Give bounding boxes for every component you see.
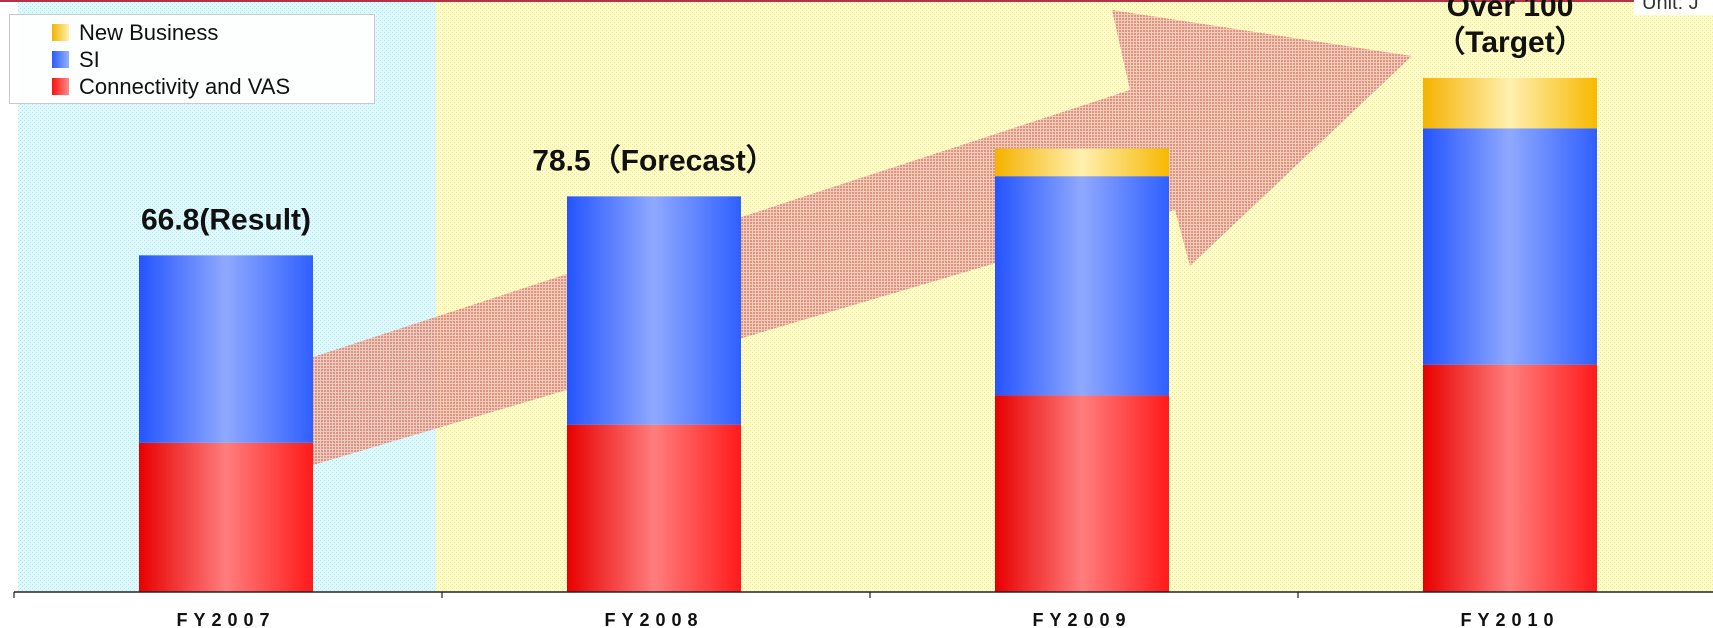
legend-item-connectivity-vas: Connectivity and VAS xyxy=(52,73,374,100)
x-tick-label: FY2009 xyxy=(1032,610,1131,628)
bar-si-fy2009 xyxy=(995,176,1169,396)
bar-total-label: （Target） xyxy=(1435,25,1584,59)
bar-si-fy2010 xyxy=(1423,128,1597,365)
x-tick-label: FY2007 xyxy=(176,610,275,628)
bar-connectivity-vas-fy2007 xyxy=(139,442,313,592)
legend-swatch-new-business xyxy=(52,24,69,41)
x-tick-label: FY2008 xyxy=(604,610,703,628)
bar-total-label: Over 100 xyxy=(1447,0,1574,23)
unit-label: Unit: J xyxy=(1634,0,1713,15)
bar-connectivity-vas-fy2008 xyxy=(567,424,741,592)
legend-label-si: SI xyxy=(79,46,100,72)
bar-connectivity-vas-fy2009 xyxy=(995,395,1169,592)
bar-si-fy2007 xyxy=(139,255,313,443)
bar-total-label: 78.5（Forecast） xyxy=(532,143,775,177)
legend: New Business SI Connectivity and VAS xyxy=(9,14,375,104)
legend-swatch-si xyxy=(52,51,69,68)
legend-label-new-business: New Business xyxy=(79,19,219,45)
bar-total-label: 66.8(Result) xyxy=(141,203,311,236)
legend-item-new-business: New Business xyxy=(52,19,374,46)
legend-label-connectivity-vas: Connectivity and VAS xyxy=(79,73,291,99)
legend-swatch-connectivity-vas xyxy=(52,78,69,95)
bar-new-business-fy2010 xyxy=(1423,77,1597,129)
x-tick-label: FY2010 xyxy=(1460,610,1559,628)
bar-si-fy2008 xyxy=(567,196,741,425)
bar-connectivity-vas-fy2010 xyxy=(1423,364,1597,592)
legend-item-si: SI xyxy=(52,46,374,73)
bar-new-business-fy2009 xyxy=(995,148,1169,177)
